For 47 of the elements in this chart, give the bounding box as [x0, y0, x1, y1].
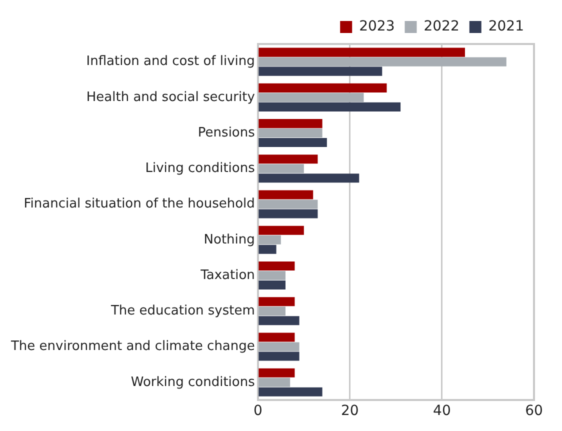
bar [258, 209, 318, 218]
bar [258, 316, 300, 326]
y-tick-label: The environment and climate change [10, 339, 255, 354]
x-tick-label: 20 [341, 403, 359, 420]
legend-label: 2021 [488, 18, 524, 35]
bar [258, 297, 295, 306]
bar [258, 190, 314, 200]
x-tick-label: 60 [525, 403, 543, 420]
bar [258, 332, 295, 342]
legend-label: 2022 [424, 18, 460, 35]
x-tick-label: 40 [433, 403, 451, 420]
bar [258, 83, 387, 92]
bar [258, 387, 322, 396]
y-tick-label: Financial situation of the household [24, 196, 255, 212]
bar [258, 200, 318, 209]
legend-label: 2023 [359, 18, 395, 35]
y-tick-label: Working conditions [130, 374, 256, 390]
x-tick-label: 0 [253, 403, 262, 420]
bar [258, 119, 322, 128]
bar [258, 154, 318, 164]
bar [258, 57, 506, 66]
bar [258, 280, 286, 290]
y-tick-label: Nothing [204, 232, 255, 248]
y-tick-label: Taxation [200, 268, 255, 283]
bar [258, 164, 304, 174]
y-tick-label: Health and social security [86, 90, 256, 105]
bar [258, 174, 360, 183]
bar [258, 262, 295, 271]
bar [258, 128, 322, 138]
y-tick-label: The education system [110, 304, 255, 319]
bar [258, 244, 276, 254]
bar [258, 66, 382, 76]
bar [258, 102, 401, 112]
bar [258, 368, 295, 378]
bar [258, 235, 281, 244]
bar [258, 378, 290, 387]
y-tick-label: Living conditions [145, 161, 256, 176]
bar [258, 48, 465, 57]
bar [258, 138, 327, 148]
bar [258, 226, 304, 235]
bar [258, 271, 286, 280]
bar [258, 352, 300, 361]
bar [258, 306, 286, 316]
bar [258, 92, 364, 102]
bar [258, 342, 300, 352]
y-tick-label: Inflation and cost of living [86, 54, 255, 70]
y-tick-label: Pensions [198, 125, 256, 140]
